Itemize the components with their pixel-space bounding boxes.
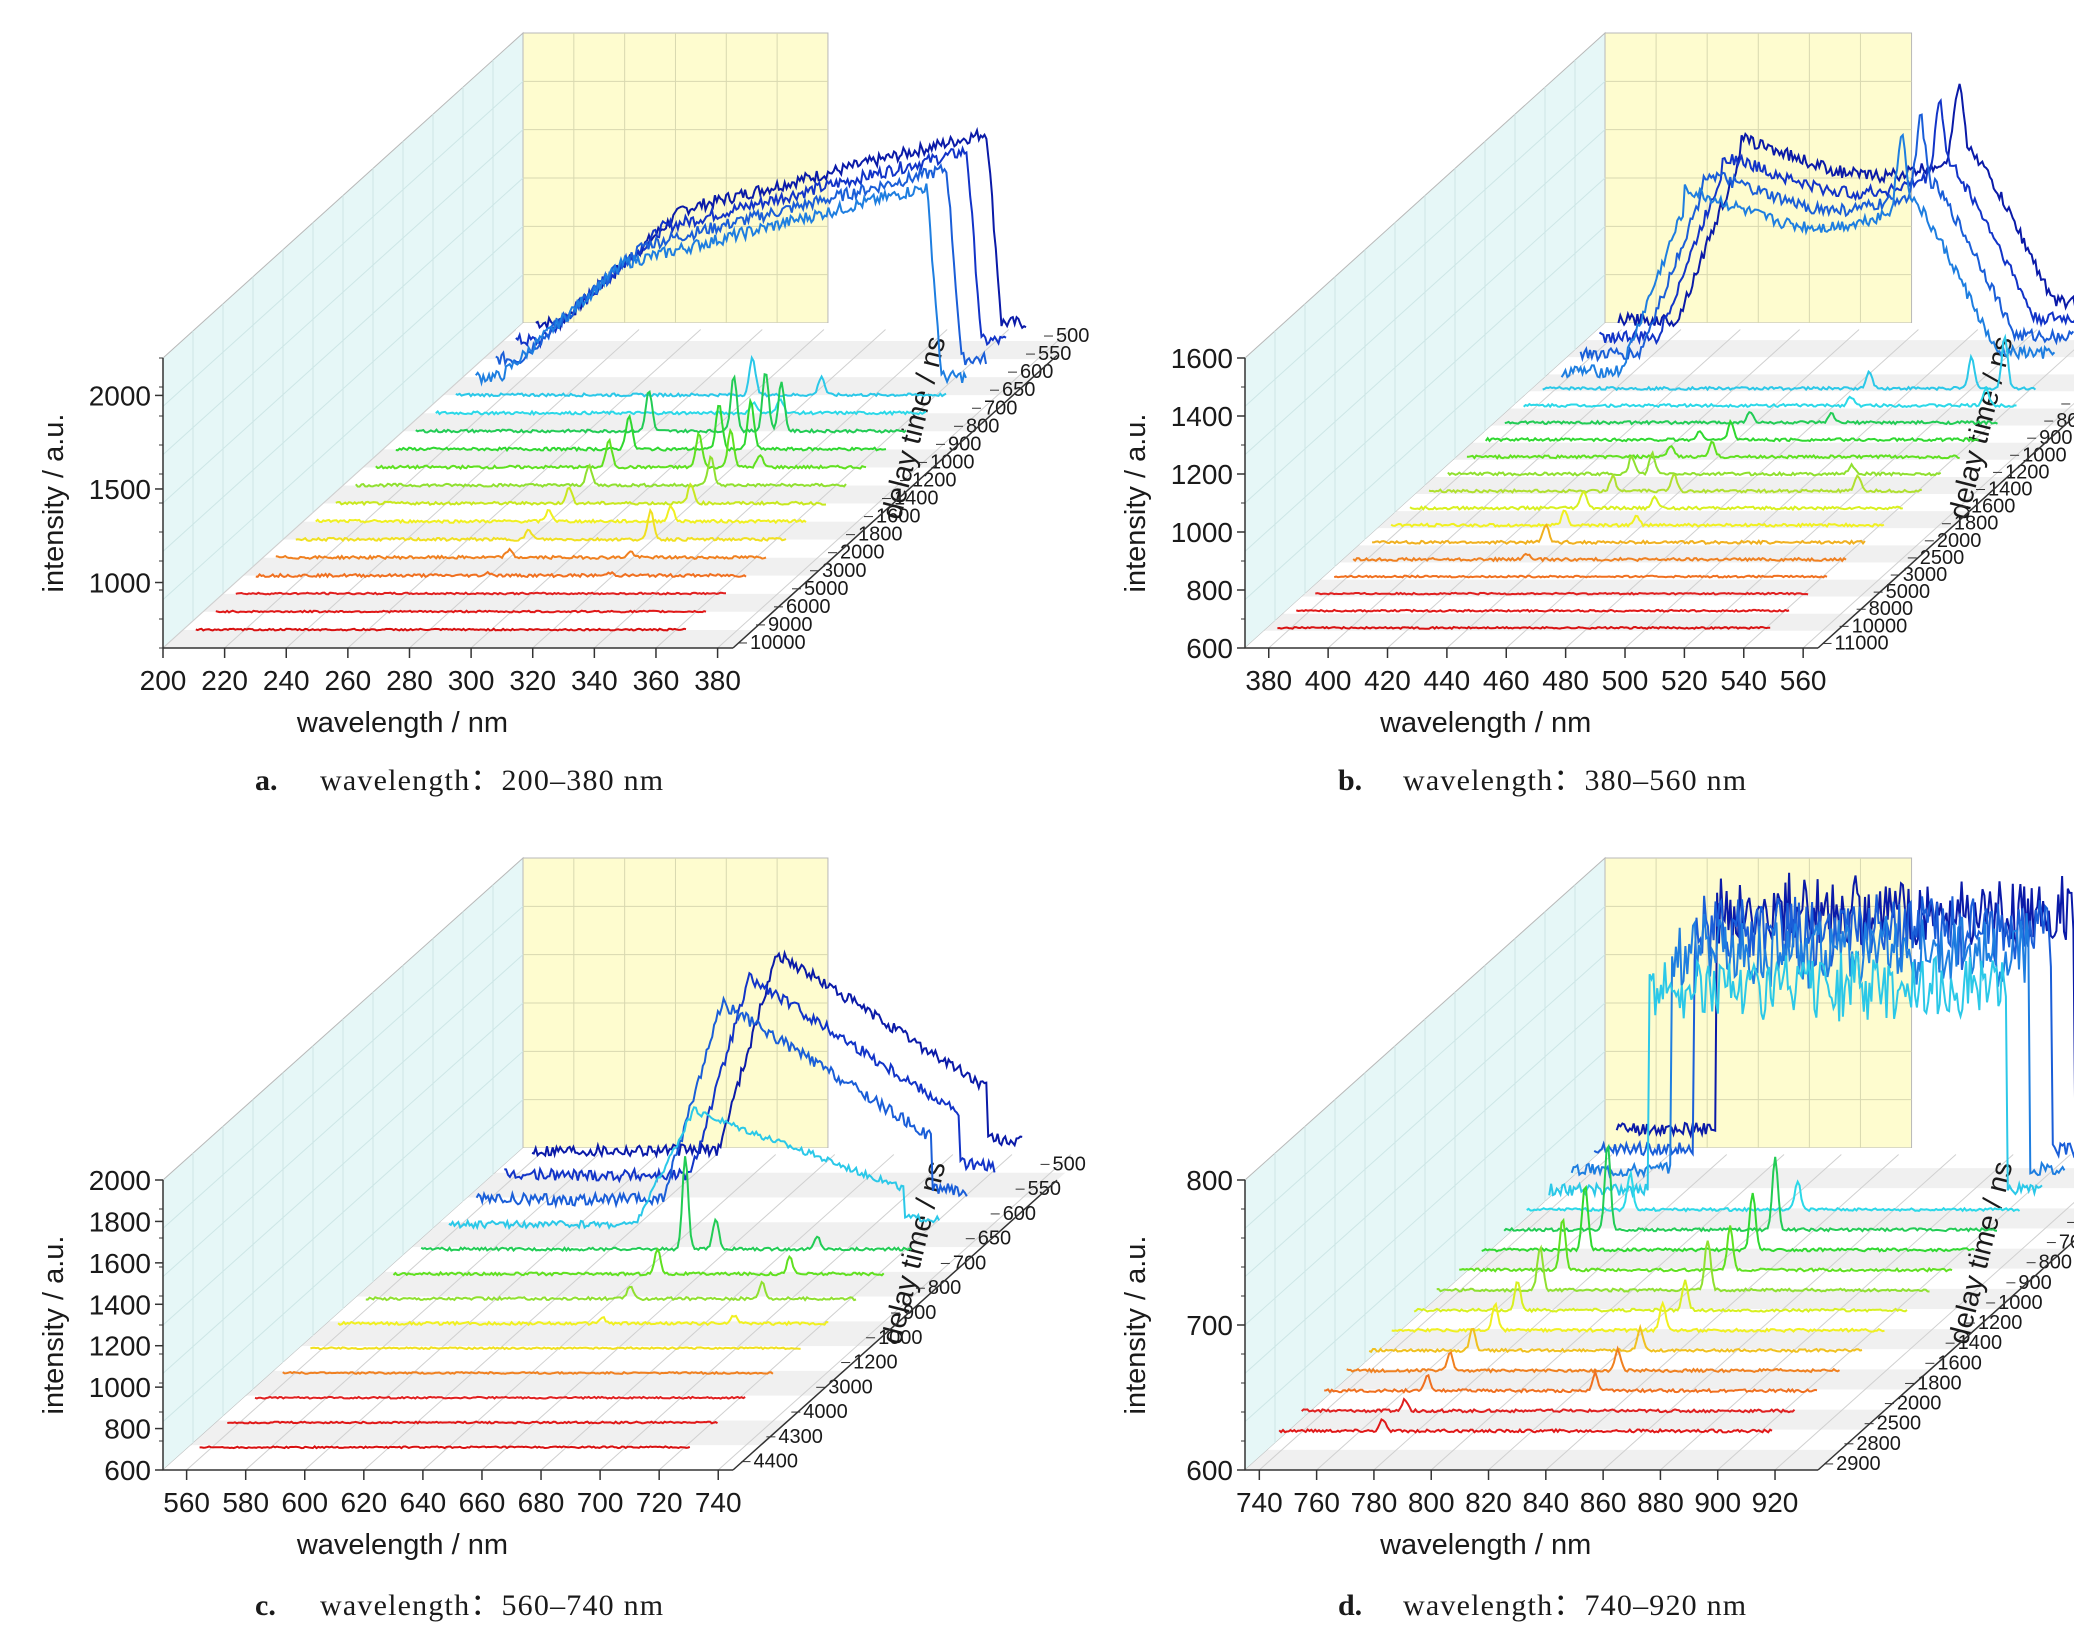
x-tick-label: 620 bbox=[340, 1487, 387, 1518]
y-tick-label: 800 bbox=[1186, 575, 1233, 606]
z-tick-label: 700 bbox=[953, 1252, 986, 1274]
x-tick-label: 740 bbox=[695, 1487, 742, 1518]
x-tick-label: 360 bbox=[633, 665, 680, 696]
z-tick-label: 4000 bbox=[803, 1401, 848, 1423]
z-tick-label: 10000 bbox=[750, 632, 806, 654]
x-tick-label: 920 bbox=[1752, 1487, 1799, 1518]
x-tick-label: 500 bbox=[1602, 665, 1649, 696]
panel-b: 600 800 1000 1200 1400 1600 380 400 420 440 460 480… bbox=[1120, 33, 2074, 797]
x-tick-label: 340 bbox=[571, 665, 618, 696]
z-tick-label: 1400 bbox=[1958, 1332, 2003, 1354]
x-tick-label: 520 bbox=[1661, 665, 1708, 696]
z-tick-label: 1200 bbox=[1978, 1312, 2023, 1334]
x-tick-label: 860 bbox=[1580, 1487, 1627, 1518]
x-tick-label: 540 bbox=[1720, 665, 1767, 696]
panel-letter: b. bbox=[1338, 764, 1362, 797]
x-tick-label: 460 bbox=[1483, 665, 1530, 696]
x-tick-label: 780 bbox=[1351, 1487, 1398, 1518]
x-tick-label: 900 bbox=[1694, 1487, 1741, 1518]
y-tick-label: 1000 bbox=[89, 1372, 151, 1403]
x-tick-label: 400 bbox=[1305, 665, 1352, 696]
x-tick-label: 480 bbox=[1542, 665, 1589, 696]
y-tick-label: 1600 bbox=[89, 1248, 151, 1279]
panel-caption: wavelength：380–560 nm bbox=[1403, 764, 1747, 797]
x-tick-label: 380 bbox=[1245, 665, 1292, 696]
z-tick-label: 11000 bbox=[1835, 632, 1889, 654]
panel-letter: a. bbox=[255, 764, 278, 797]
x-tick-label: 680 bbox=[518, 1487, 565, 1518]
y-tick-label: 2000 bbox=[89, 1165, 151, 1196]
panel-c: 600 800 1000 1200 1400 1600 1800 2000 560 580 600 6… bbox=[38, 858, 1093, 1622]
x-tick-label: 600 bbox=[281, 1487, 328, 1518]
y-axis-title: intensity / a.u. bbox=[38, 414, 70, 593]
z-tick-label: 500 bbox=[1053, 1153, 1086, 1175]
x-tick-label: 220 bbox=[201, 665, 248, 696]
y-tick-label: 600 bbox=[1186, 1455, 1233, 1486]
x-tick-label: 760 bbox=[1293, 1487, 1340, 1518]
x-tick-label: 700 bbox=[577, 1487, 624, 1518]
x-axis-title: wavelength / nm bbox=[296, 707, 508, 739]
z-tick-label: 2800 bbox=[1856, 1433, 1901, 1455]
x-tick-label: 300 bbox=[448, 665, 495, 696]
y-tick-label: 600 bbox=[104, 1455, 151, 1486]
y-tick-label: 1000 bbox=[89, 568, 151, 599]
x-tick-label: 280 bbox=[386, 665, 433, 696]
series-line-8000 bbox=[1315, 593, 1808, 595]
panel-letter: d. bbox=[1338, 1589, 1362, 1622]
y-tick-label: 700 bbox=[1186, 1310, 1233, 1341]
y-tick-label: 1200 bbox=[89, 1331, 151, 1362]
z-tick-label: 2900 bbox=[1836, 1453, 1881, 1475]
x-tick-label: 320 bbox=[509, 665, 556, 696]
panel-d: 600 700 800 740 760 780 800 820 840 860 880 900 920 w… bbox=[1120, 858, 2074, 1622]
x-tick-label: 740 bbox=[1236, 1487, 1283, 1518]
y-tick-label: 1600 bbox=[1171, 343, 1233, 374]
x-tick-label: 720 bbox=[636, 1487, 683, 1518]
x-tick-label: 880 bbox=[1637, 1487, 1684, 1518]
x-tick-label: 640 bbox=[400, 1487, 447, 1518]
z-tick-label: 800 bbox=[2039, 1252, 2072, 1274]
x-tick-label: 200 bbox=[140, 665, 187, 696]
x-tick-label: 840 bbox=[1522, 1487, 1569, 1518]
z-tick-label: 4400 bbox=[753, 1451, 798, 1473]
y-axis-title: intensity / a.u. bbox=[38, 1236, 70, 1415]
x-tick-label: 580 bbox=[222, 1487, 269, 1518]
y-tick-label: 600 bbox=[1186, 633, 1233, 664]
panel-caption: wavelength：560–740 nm bbox=[320, 1589, 664, 1622]
y-tick-label: 2000 bbox=[89, 380, 151, 411]
z-tick-label: 1200 bbox=[853, 1352, 898, 1374]
x-tick-label: 800 bbox=[1408, 1487, 1455, 1518]
x-axis-title: wavelength / nm bbox=[1379, 707, 1591, 739]
z-tick-label: 2000 bbox=[1897, 1393, 1942, 1415]
x-tick-label: 380 bbox=[694, 665, 741, 696]
x-tick-label: 240 bbox=[263, 665, 310, 696]
panel-caption: wavelength：740–920 nm bbox=[1403, 1589, 1747, 1622]
z-tick-label: 2500 bbox=[1877, 1413, 1922, 1435]
x-tick-label: 420 bbox=[1364, 665, 1411, 696]
y-tick-label: 1400 bbox=[1171, 401, 1233, 432]
x-axis-title: wavelength / nm bbox=[296, 1529, 508, 1561]
panel-letter: c. bbox=[255, 1589, 276, 1622]
x-axis-title: wavelength / nm bbox=[1379, 1529, 1591, 1561]
y-tick-label: 800 bbox=[104, 1414, 151, 1445]
z-tick-label: 4300 bbox=[778, 1426, 823, 1448]
y-tick-label: 1500 bbox=[89, 474, 151, 505]
y-axis-title: intensity / a.u. bbox=[1120, 1236, 1152, 1415]
y-tick-label: 1400 bbox=[89, 1289, 151, 1320]
x-tick-label: 440 bbox=[1424, 665, 1471, 696]
y-tick-label: 1200 bbox=[1171, 459, 1233, 490]
y-tick-label: 800 bbox=[1186, 1165, 1233, 1196]
panel-a: 1000 1500 2000 200 220 240 260 280 300 320 340 360 3… bbox=[38, 33, 1093, 797]
x-tick-label: 820 bbox=[1465, 1487, 1512, 1518]
x-tick-label: 560 bbox=[163, 1487, 210, 1518]
panel-caption: wavelength：200–380 nm bbox=[320, 764, 664, 797]
z-tick-label: 1600 bbox=[1937, 1352, 1982, 1374]
x-tick-label: 260 bbox=[325, 665, 372, 696]
y-tick-label: 1000 bbox=[1171, 517, 1233, 548]
y-axis-title: intensity / a.u. bbox=[1120, 414, 1152, 593]
y-tick-label: 1800 bbox=[89, 1206, 151, 1237]
x-tick-label: 560 bbox=[1780, 665, 1827, 696]
x-tick-label: 660 bbox=[459, 1487, 506, 1518]
z-tick-label: 1000 bbox=[878, 1327, 923, 1349]
